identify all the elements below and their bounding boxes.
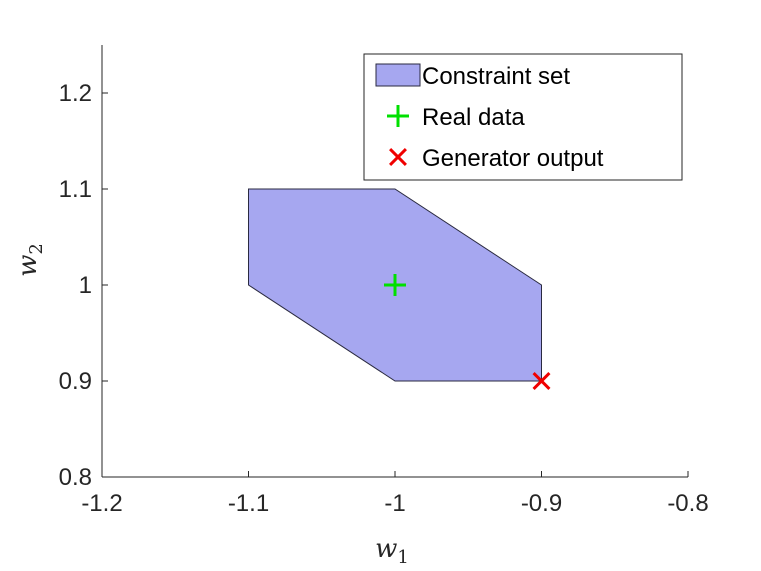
legend-marker: [389, 148, 407, 166]
x-tick-label: -1.2: [81, 490, 122, 517]
legend: Constraint set Real data Generator output: [363, 53, 683, 181]
plot-area: [248, 188, 551, 390]
y-tick-label: 1.2: [59, 80, 92, 107]
x-tick-label: -1: [384, 490, 405, 517]
y-tick-label: 1.1: [59, 176, 92, 203]
y-axis-label: w2: [13, 243, 47, 277]
x-tick-label: -1.1: [228, 490, 269, 517]
y-tick-label: 0.9: [59, 368, 92, 395]
legend-item: Constraint set: [375, 63, 570, 90]
legend-label: Generator output: [422, 145, 604, 172]
legend-item: Generator output: [389, 145, 604, 172]
real-data-point: [384, 274, 406, 296]
legend-marker: [387, 105, 409, 127]
x-axis-label: w1: [375, 534, 409, 568]
legend-item: Real data: [387, 104, 525, 131]
y-tick-label: 1: [79, 272, 92, 299]
legend-label: Real data: [422, 104, 525, 131]
x-tick-label: -0.8: [667, 490, 708, 517]
generator-output-point: [532, 372, 551, 390]
x-tick-label: -0.9: [521, 490, 562, 517]
axes: -1.2 -1.1 -1 -0.9 -0.8 0.8 0.9 1 1.1 1.2: [59, 45, 709, 517]
y-tick-label: 0.8: [59, 464, 92, 491]
legend-swatch: [375, 63, 421, 87]
axis-labels: w1 w2: [13, 243, 409, 568]
legend-label: Constraint set: [422, 63, 570, 90]
